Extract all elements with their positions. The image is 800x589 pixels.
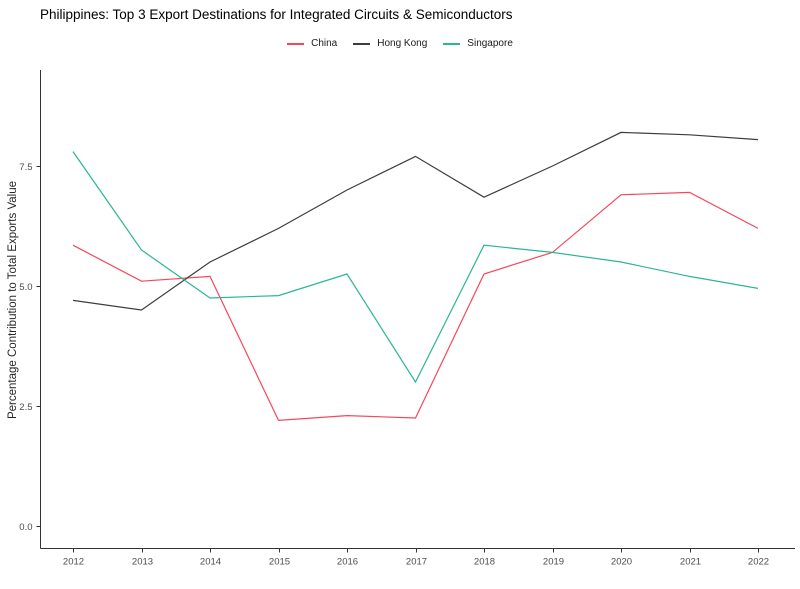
series-line-hong-kong	[72, 131, 759, 311]
legend: China Hong Kong Singapore	[0, 37, 800, 51]
x-tick-label: 2017	[406, 557, 427, 568]
x-tick-label: 2020	[611, 557, 632, 568]
x-tick-label: 2012	[63, 557, 84, 568]
y-tick-label: 5.0	[19, 282, 32, 293]
x-tick-label: 2015	[269, 557, 290, 568]
legend-item-singapore: Singapore	[443, 37, 513, 51]
y-tick-label: 0.0	[19, 522, 32, 533]
series-line-singapore	[72, 151, 759, 384]
x-tick-label: 2021	[680, 557, 701, 568]
legend-label: China	[311, 38, 338, 49]
x-tick-label: 2014	[200, 557, 221, 568]
y-tick-label: 7.5	[19, 162, 32, 173]
legend-line-swatch	[443, 43, 461, 45]
x-tick-label: 2013	[132, 557, 153, 568]
y-axis-title: Percentage Contribution to Total Exports…	[7, 181, 19, 419]
legend-line-swatch	[287, 43, 305, 45]
legend-item-hong-kong: Hong Kong	[353, 37, 427, 51]
legend-label: Hong Kong	[377, 38, 428, 49]
y-tick-label: 2.5	[19, 402, 32, 413]
series-line-china	[72, 191, 759, 422]
legend-item-china: China	[287, 37, 337, 51]
legend-label: Singapore	[467, 38, 513, 49]
x-tick-label: 2022	[748, 557, 769, 568]
chart-title: Philippines: Top 3 Export Destinations f…	[40, 7, 513, 22]
legend-line-swatch	[353, 43, 371, 45]
x-tick-label: 2019	[543, 557, 564, 568]
x-tick-label: 2018	[474, 557, 495, 568]
x-tick-label: 2016	[337, 557, 358, 568]
